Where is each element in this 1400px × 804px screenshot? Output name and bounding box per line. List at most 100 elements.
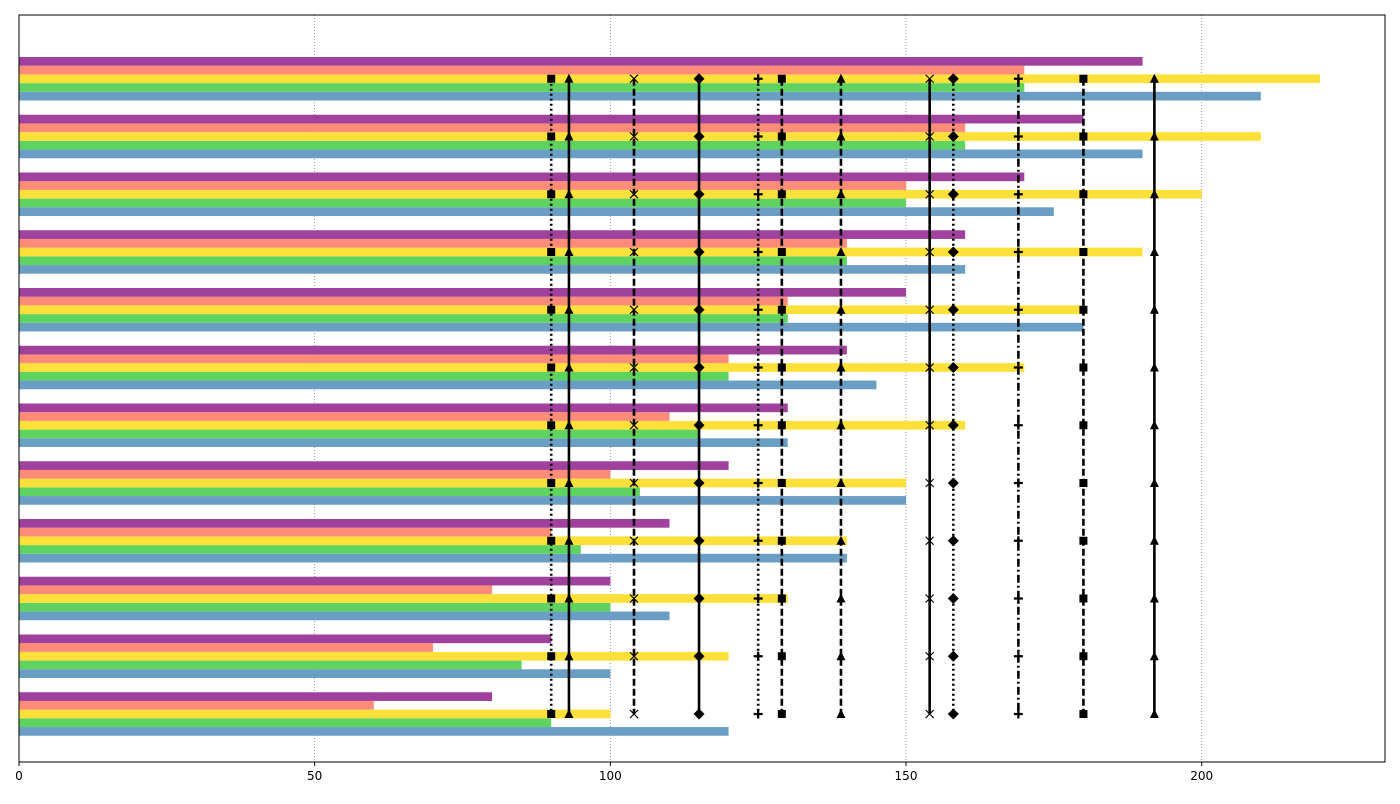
x-marker [629, 363, 639, 372]
square-marker [1079, 190, 1088, 199]
square-marker [777, 594, 786, 603]
bars-layer [19, 57, 1320, 736]
triangle-marker [836, 362, 846, 372]
diamond-marker [947, 419, 959, 431]
square-marker [547, 74, 556, 83]
x-marker [925, 709, 935, 719]
plus-marker [1013, 363, 1023, 372]
triangle-marker [836, 478, 846, 487]
plus-marker [753, 709, 763, 719]
bar [19, 181, 907, 190]
triangle-marker [564, 247, 574, 256]
triangle-marker [836, 131, 846, 141]
triangle-marker [1149, 535, 1159, 545]
square-marker [1079, 248, 1088, 256]
triangle-marker [564, 535, 574, 545]
square-marker [547, 652, 556, 661]
bar [19, 487, 640, 497]
bar [19, 727, 729, 736]
x-marker [925, 247, 935, 257]
bar [19, 469, 611, 479]
bar [19, 140, 966, 150]
diamond-marker [947, 188, 959, 200]
triangle-marker [1149, 304, 1159, 314]
bar [19, 576, 611, 586]
bar [19, 643, 433, 652]
diamond-marker [947, 73, 959, 85]
diamond-marker [947, 131, 959, 142]
bar [19, 363, 1025, 372]
square-marker [1079, 652, 1088, 661]
square-marker [547, 594, 556, 603]
diamond-marker [693, 477, 705, 489]
triangle-marker [564, 304, 574, 314]
bar [19, 611, 670, 621]
bar [19, 322, 1084, 332]
plus-marker [1013, 594, 1023, 603]
square-marker [1079, 74, 1088, 83]
plus-marker [1013, 305, 1023, 315]
square-marker [547, 421, 556, 430]
triangle-marker [836, 304, 846, 314]
diamond-marker [947, 708, 959, 720]
triangle-marker [1149, 73, 1159, 83]
bar [19, 288, 907, 297]
square-marker [547, 536, 556, 545]
x-marker [629, 709, 639, 719]
reference-lines-layer [547, 73, 1159, 720]
triangle-marker [1149, 478, 1159, 487]
bar [19, 265, 966, 274]
square-marker [547, 248, 556, 256]
diamond-marker [693, 304, 705, 316]
square-marker [777, 132, 786, 141]
bar [19, 132, 1261, 141]
square-marker [1079, 710, 1088, 718]
plus-marker [1013, 189, 1023, 199]
diamond-marker [947, 650, 959, 662]
bar [19, 519, 670, 528]
plot-frame [18, 14, 1386, 763]
square-marker [777, 363, 786, 372]
triangle-marker [1149, 362, 1159, 372]
bar [19, 536, 847, 546]
triangle-marker [836, 651, 846, 661]
bar [19, 172, 1025, 182]
plus-marker [753, 189, 763, 199]
bar [19, 692, 493, 701]
bar [19, 296, 788, 306]
triangle-marker [1149, 247, 1159, 256]
diamond-marker [947, 477, 959, 489]
x-marker [629, 478, 639, 488]
bar [19, 256, 847, 266]
plot-frame-layer [18, 14, 1386, 763]
bar [19, 594, 788, 603]
bar [19, 478, 907, 488]
triangle-marker [1149, 131, 1159, 141]
bar [19, 553, 847, 563]
diamond-marker [693, 593, 705, 604]
diamond-marker [693, 188, 705, 200]
x-marker [629, 420, 639, 430]
triangle-marker [564, 189, 574, 199]
x-axis-ticks-layer: 0 50 100 150 200 [15, 762, 1213, 783]
bar [19, 207, 1054, 216]
x-marker [629, 132, 639, 141]
x-marker [925, 132, 935, 141]
x-marker [629, 247, 639, 257]
triangle-marker [836, 73, 846, 83]
square-marker [547, 190, 556, 199]
triangle-marker [564, 73, 574, 83]
bar [19, 247, 1143, 257]
triangle-marker [564, 478, 574, 487]
bar [19, 527, 552, 537]
bar [19, 585, 493, 595]
bar [19, 198, 907, 208]
bar [19, 371, 729, 381]
bar [19, 65, 1025, 75]
plus-marker [753, 594, 763, 603]
x-tick-label: 100 [599, 769, 622, 783]
triangle-marker [836, 189, 846, 199]
bar [19, 83, 1025, 92]
diamond-marker [693, 419, 705, 431]
